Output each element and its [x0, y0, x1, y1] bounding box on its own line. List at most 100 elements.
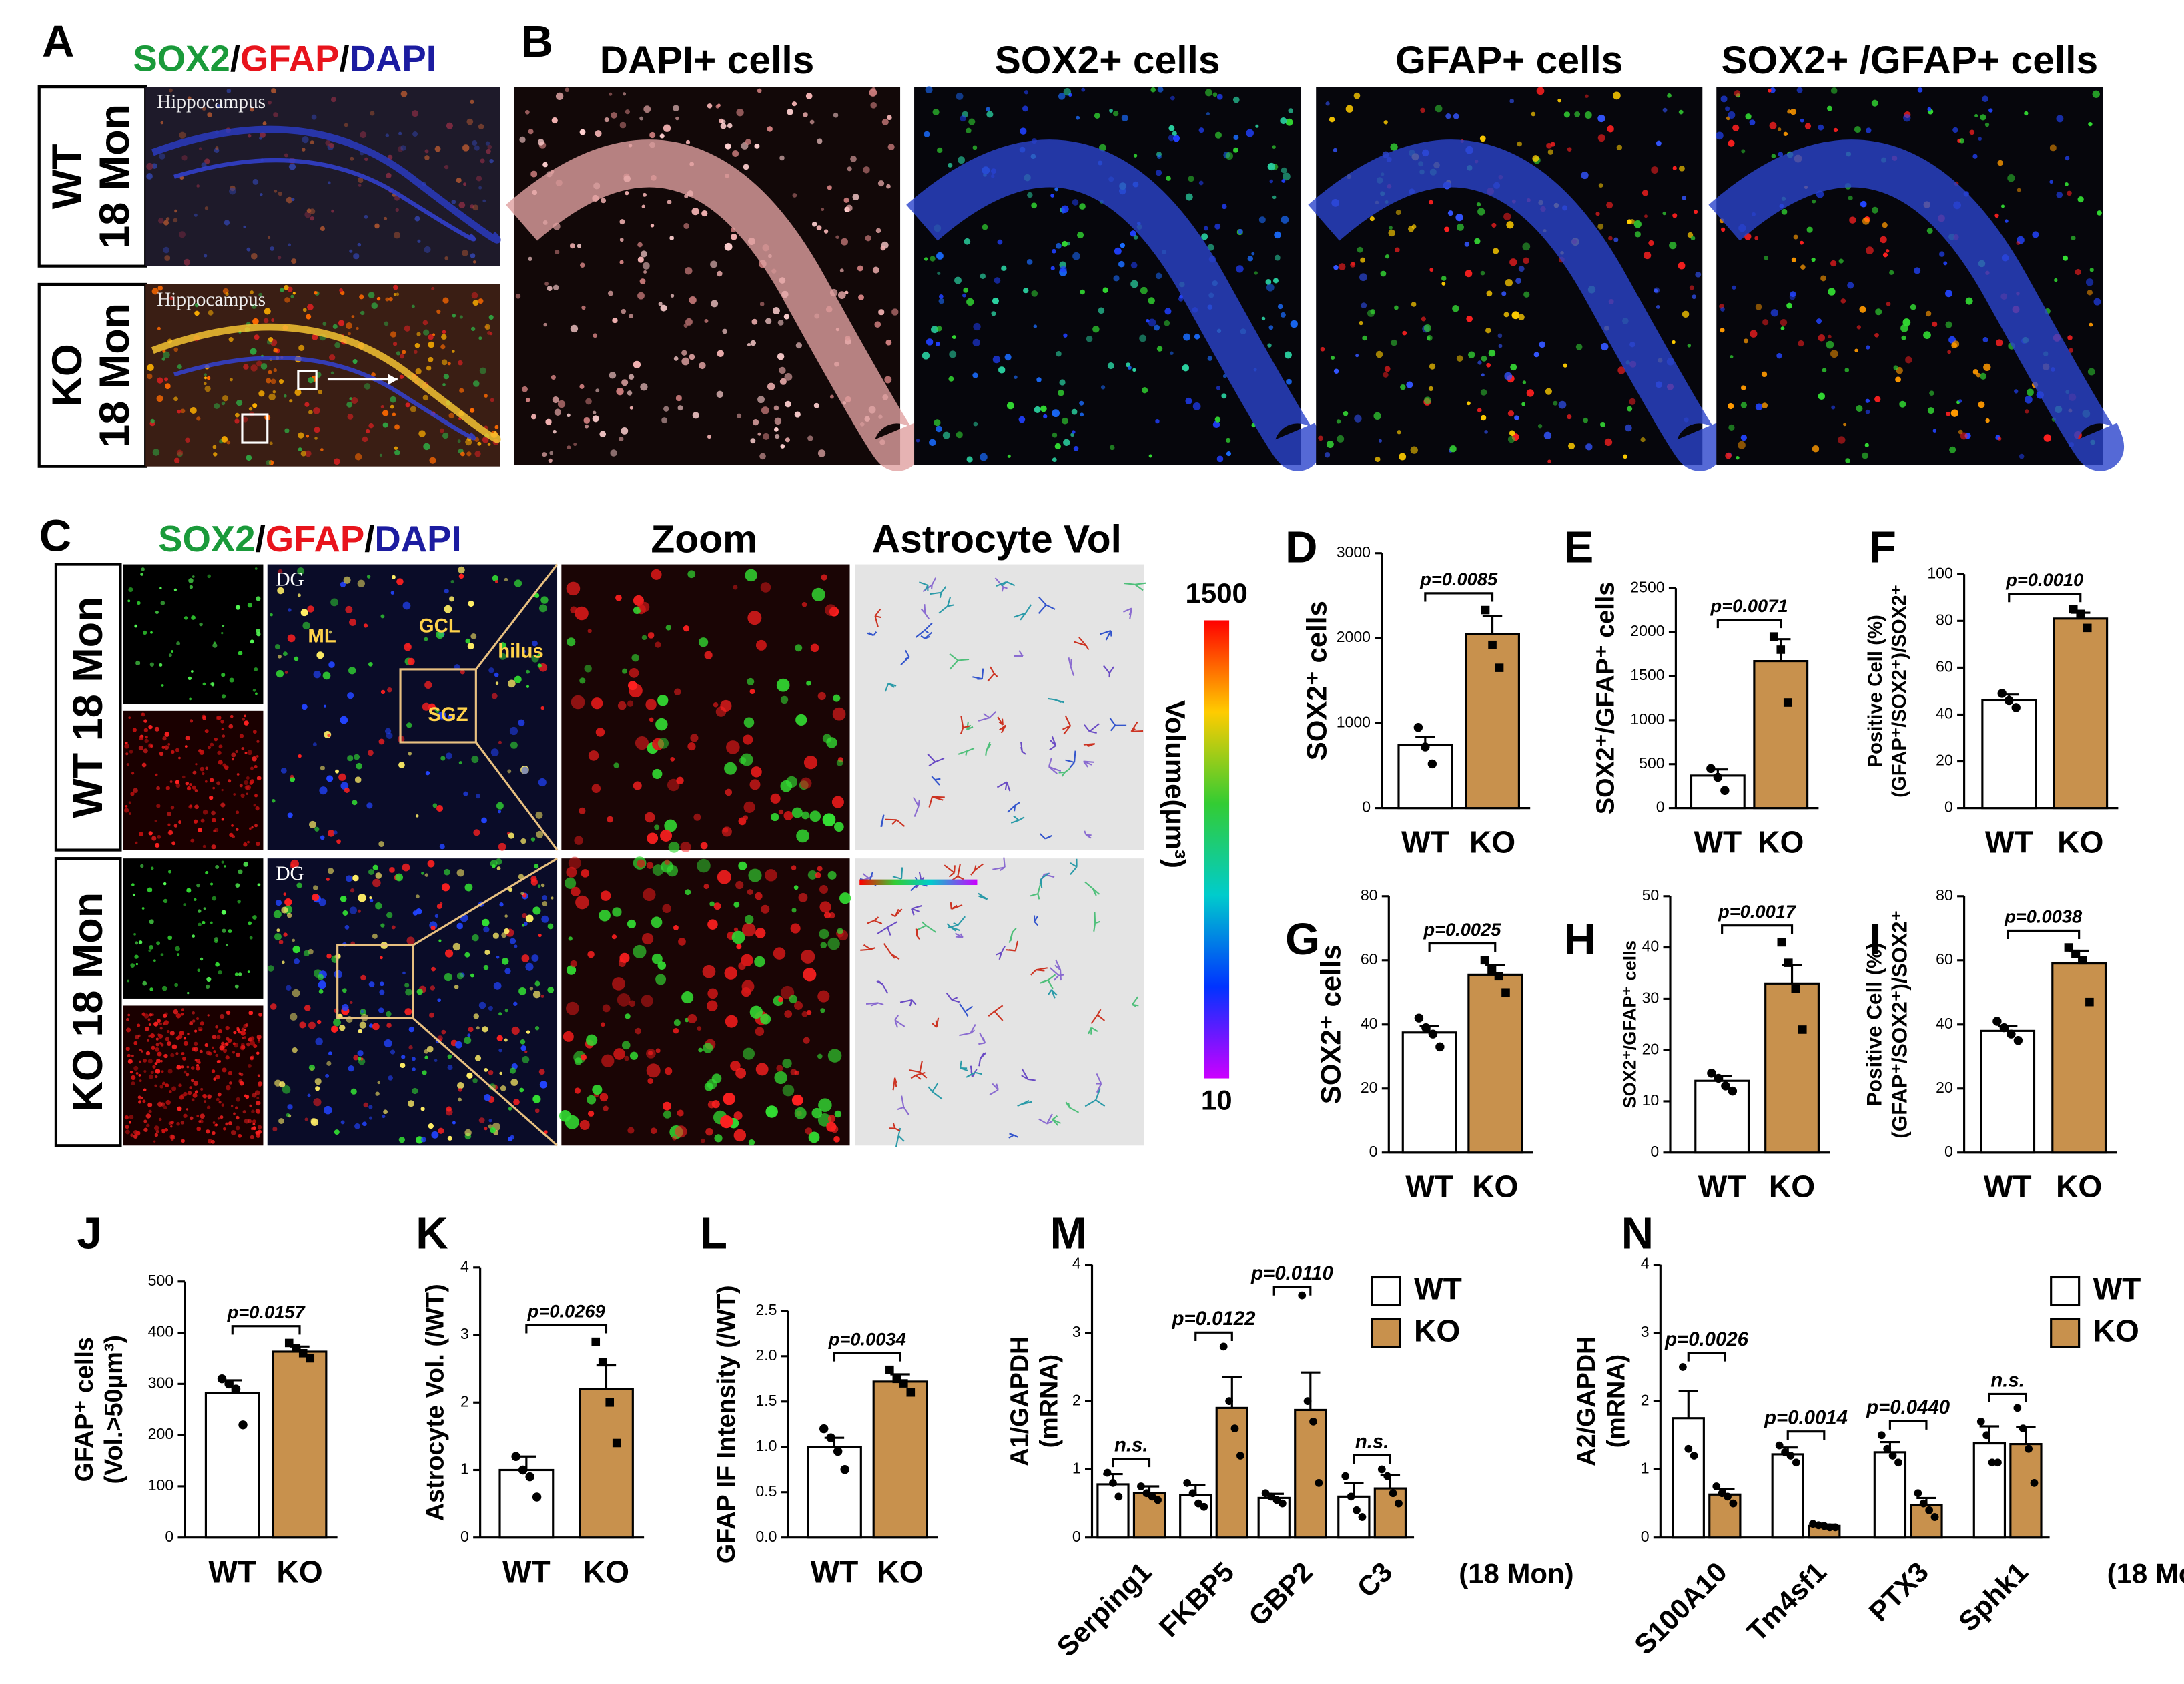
cell-signal	[236, 400, 243, 406]
cell-signal	[143, 719, 147, 723]
cell-signal	[210, 882, 214, 886]
data-point	[511, 1452, 520, 1461]
cell-signal	[498, 1048, 502, 1053]
astrocyte-branch	[1052, 1115, 1058, 1121]
cell-signal	[733, 901, 740, 908]
astrocyte-branch	[986, 744, 992, 752]
cell-signal	[1481, 355, 1487, 362]
cell-signal	[647, 1078, 654, 1084]
cell-signal	[551, 374, 556, 380]
tissue-band	[906, 139, 1322, 471]
astrocyte-branch	[920, 635, 926, 639]
cell-signal	[652, 864, 664, 876]
astrocyte-branch	[1096, 1073, 1102, 1084]
cell-signal	[607, 290, 613, 296]
astrocyte-branch	[1014, 802, 1020, 806]
cell-signal	[179, 1031, 184, 1036]
colorbar-max: 1500	[1186, 577, 1248, 609]
cell-signal	[312, 894, 320, 901]
column-header: Astrocyte Vol	[872, 518, 1122, 561]
cell-signal	[613, 1048, 625, 1060]
cell-signal	[330, 1025, 338, 1033]
cell-signal	[318, 989, 324, 994]
cell-signal	[1600, 421, 1606, 427]
cell-signal	[463, 182, 467, 186]
astrocyte-branch	[946, 993, 953, 1001]
cell-signal	[1040, 405, 1047, 412]
cell-signal	[422, 1070, 427, 1075]
cell-signal	[402, 601, 411, 610]
x-tick-label: WT	[1401, 824, 1449, 859]
significance-bracket	[525, 1324, 608, 1334]
cell-signal	[157, 1051, 162, 1057]
cell-signal	[221, 436, 228, 443]
cell-signal	[531, 655, 539, 663]
cell-signal	[1491, 222, 1497, 228]
cell-signal	[1522, 380, 1527, 384]
data-point	[1341, 1472, 1350, 1480]
cell-signal	[793, 885, 799, 890]
cell-signal	[1194, 334, 1200, 340]
y-tick-label: 3	[1072, 1323, 1081, 1340]
cell-signal	[380, 405, 384, 409]
cell-signal	[447, 362, 451, 366]
data-point	[1303, 1397, 1312, 1406]
cell-signal	[567, 637, 576, 647]
y-tick-label: 1	[460, 1460, 469, 1478]
cell-signal	[808, 1131, 820, 1143]
cell-signal	[284, 898, 292, 906]
legend-swatch	[2050, 1276, 2081, 1307]
cell-signal	[356, 762, 362, 770]
cell-signal	[1672, 213, 1678, 218]
cell-signal	[368, 1105, 373, 1109]
cell-signal	[384, 321, 389, 326]
cell-signal	[207, 112, 212, 117]
bar	[1397, 744, 1453, 810]
cell-signal	[436, 309, 441, 314]
zoom-line	[412, 1017, 559, 1147]
cell-signal	[364, 383, 371, 390]
cell-signal	[791, 908, 797, 913]
cell-signal	[226, 1085, 231, 1091]
astrocyte-branch	[1018, 816, 1025, 821]
cell-signal	[795, 342, 802, 349]
cell-signal	[574, 836, 583, 845]
cell-signal	[282, 960, 285, 964]
cell-signal	[349, 618, 356, 626]
cell-signal	[777, 352, 785, 360]
cell-signal	[266, 460, 272, 466]
cell-signal	[1052, 409, 1060, 418]
cell-signal	[258, 292, 263, 297]
astrocyte-branch	[1083, 743, 1095, 746]
cell-signal	[479, 367, 486, 374]
astrocyte-branch	[1012, 928, 1017, 933]
cell-signal	[221, 631, 224, 635]
cell-signal	[129, 1121, 131, 1124]
cell-signal	[1597, 114, 1605, 123]
cell-signal	[165, 1037, 170, 1041]
astrocyte-branch	[1053, 974, 1060, 981]
cell-signal	[585, 424, 589, 429]
cell-signal	[163, 1020, 169, 1025]
cell-signal	[177, 364, 182, 370]
cell-signal	[314, 291, 318, 295]
bar	[1753, 660, 1809, 810]
cell-signal	[1939, 251, 1945, 257]
micrograph	[267, 564, 558, 850]
cell-signal	[194, 898, 197, 901]
cell-signal	[459, 388, 464, 393]
cell-signal	[221, 728, 224, 730]
cell-signal	[472, 934, 479, 942]
cell-signal	[171, 750, 175, 754]
cell-signal	[211, 683, 215, 687]
cell-signal	[152, 449, 160, 456]
cell-signal	[320, 226, 325, 232]
cell-signal	[651, 916, 663, 928]
cell-signal	[269, 441, 273, 445]
cell-signal	[1146, 318, 1150, 323]
cell-signal	[360, 1009, 364, 1013]
cell-signal	[214, 828, 219, 832]
cell-signal	[125, 752, 129, 756]
cell-signal	[167, 935, 173, 940]
cell-signal	[817, 691, 826, 701]
